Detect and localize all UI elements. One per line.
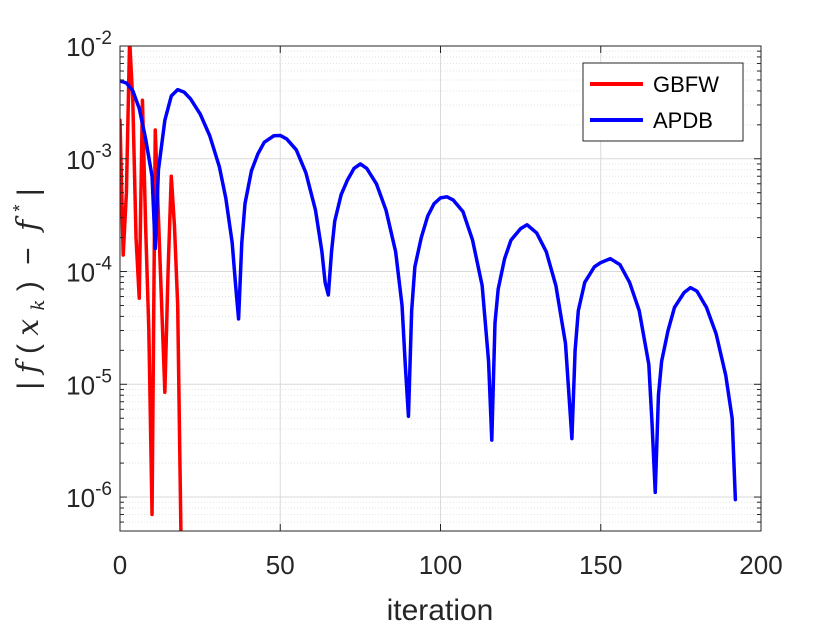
y-tick-label: 10-2 [66, 28, 112, 62]
y-tick-label: 10-4 [66, 254, 112, 288]
ylabel-f: f [11, 358, 46, 376]
x-tick-labels: 0 50 100 150 200 [113, 550, 783, 580]
y-tick-label: 10-5 [66, 366, 112, 400]
y-tick-label: 10-6 [66, 479, 112, 513]
legend-label-gbfw: GBFW [653, 72, 719, 97]
x-tick-label: 50 [266, 550, 295, 580]
ylabel-superscript-star: * [10, 204, 30, 211]
ylabel-bar-right: | [12, 188, 45, 196]
ylabel-bar-left: | [12, 382, 45, 390]
x-axis-label: iteration [387, 594, 494, 627]
tick-marks [119, 45, 762, 532]
x-tick-label: 0 [113, 550, 127, 580]
series-line-gbfw [120, 46, 183, 531]
ylabel-f-star: f [11, 215, 46, 233]
x-tick-label: 200 [739, 550, 782, 580]
ylabel-minus: − [12, 247, 45, 265]
legend-label-apdb: APDB [653, 108, 713, 133]
y-axis-label: | f ( x k ) − f * | [0, 188, 51, 389]
legend: GBFW APDB [582, 62, 744, 142]
y-tick-label: 10-3 [66, 141, 112, 175]
y-tick-labels: 10-6 10-5 10-4 10-3 10-2 [66, 28, 112, 513]
legend-box [582, 62, 744, 142]
ylabel-x: x [11, 319, 46, 336]
x-tick-label: 150 [579, 550, 622, 580]
ylabel-paren-open: ( [12, 344, 45, 354]
series-line-apdb [120, 79, 738, 502]
x-tick-label: 100 [419, 550, 462, 580]
svg-text:| f ( x: | f ( x k ) − f * | [0, 188, 51, 389]
ylabel-paren-close: ) [12, 281, 45, 291]
series-layer [120, 46, 738, 531]
ylabel-subscript-k: k [28, 300, 49, 311]
